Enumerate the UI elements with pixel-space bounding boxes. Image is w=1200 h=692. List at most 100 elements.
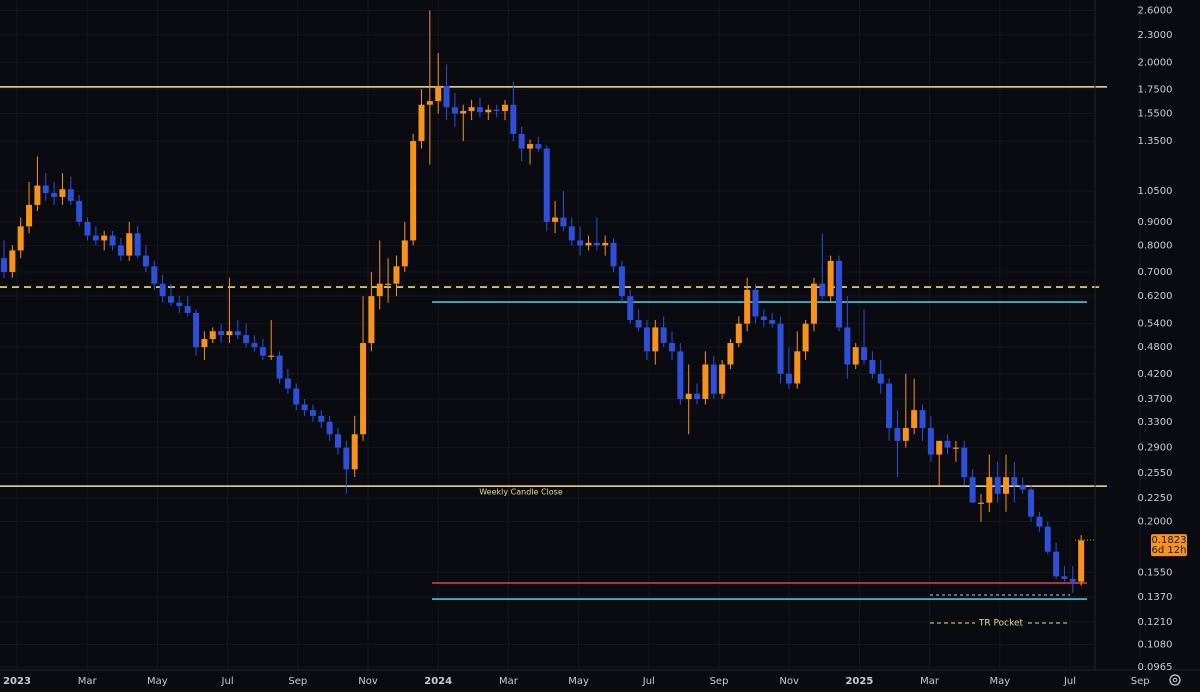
- candle-body: [243, 335, 250, 344]
- candle-body: [59, 189, 66, 197]
- candle-body: [660, 327, 667, 344]
- candle-body: [368, 296, 375, 344]
- candle-body: [610, 242, 617, 267]
- candle-body: [268, 355, 275, 357]
- candle-body: [760, 316, 767, 321]
- candle-body: [443, 85, 450, 108]
- candle-body: [42, 185, 49, 194]
- axes: 2.6000 2.3000 2.0000 1.7500 1.5500 1.3500 1.05…: [3, 5, 1187, 687]
- candle-body: [26, 204, 33, 227]
- y-tick-label: 0.1210: [1138, 617, 1173, 628]
- y-tick-label: 0.2000: [1138, 517, 1173, 528]
- candle-body: [410, 141, 417, 241]
- x-tick-label: May: [989, 676, 1010, 687]
- candle-body: [418, 104, 425, 142]
- x-tick-label: 2023: [3, 676, 31, 687]
- candle-body: [101, 235, 108, 241]
- y-tick-label: 2.3000: [1138, 30, 1173, 41]
- candle-body: [877, 373, 884, 384]
- candle-body: [218, 331, 225, 336]
- settings-icon[interactable]: [1169, 674, 1181, 686]
- last-price-label: 0.1823: [1152, 535, 1187, 546]
- candle-body: [702, 364, 709, 400]
- candle-body: [476, 107, 483, 113]
- last-price-tag: [1151, 534, 1187, 557]
- candle-body: [393, 266, 400, 284]
- candle-body: [777, 323, 784, 374]
- candle-body: [936, 440, 943, 455]
- candle-body: [234, 331, 241, 336]
- candle-body: [67, 189, 74, 201]
- y-tick-label: 1.7500: [1138, 84, 1173, 95]
- settings-button[interactable]: [1169, 674, 1181, 686]
- candle-body: [518, 133, 525, 149]
- y-tick-label: 0.1080: [1138, 639, 1173, 650]
- candle-body: [76, 200, 83, 222]
- candle-body: [34, 185, 41, 205]
- candle-body: [426, 101, 433, 105]
- candle-body: [84, 221, 91, 236]
- candle-body: [284, 378, 291, 389]
- candle-body: [927, 427, 934, 455]
- candle-body: [9, 250, 16, 272]
- x-tick-label: Nov: [779, 676, 799, 687]
- x-tick-label: Mar: [78, 676, 98, 687]
- candle-body: [719, 364, 726, 394]
- candle-body: [794, 351, 801, 384]
- candles: [1, 10, 1085, 593]
- candle-body: [919, 410, 926, 428]
- candle-body: [593, 242, 600, 246]
- candle-body: [510, 104, 517, 134]
- candle-body: [51, 193, 58, 197]
- candle-body: [17, 226, 24, 251]
- candle-body: [577, 240, 584, 246]
- candle-body: [485, 109, 492, 113]
- candle-body: [785, 373, 792, 384]
- candle-body: [568, 226, 575, 241]
- candle-body: [902, 427, 909, 441]
- x-tick-label: Sep: [288, 676, 307, 687]
- candle-body: [727, 343, 734, 365]
- candle-body: [669, 343, 675, 352]
- y-tick-label: 0.2550: [1138, 468, 1173, 479]
- candle-body: [251, 343, 258, 348]
- candle-body: [502, 104, 508, 111]
- candle-body: [451, 107, 458, 114]
- candle-body: [468, 107, 475, 111]
- candle-body: [894, 427, 901, 441]
- candle-body: [1019, 485, 1026, 490]
- candle-body: [677, 351, 684, 400]
- candle-body: [226, 331, 233, 336]
- levels: [0, 86, 1107, 600]
- candle-body: [652, 327, 659, 352]
- candle-body: [201, 339, 208, 348]
- x-tick-label: Mar: [499, 676, 519, 687]
- candle-body: [986, 477, 993, 503]
- candle-body: [151, 266, 158, 284]
- candle-body: [969, 477, 976, 503]
- y-tick-label: 0.4200: [1138, 369, 1173, 380]
- candle-body: [1036, 516, 1043, 527]
- candle-body: [585, 242, 592, 246]
- candle-body: [385, 283, 392, 285]
- x-tick-label: May: [568, 676, 589, 687]
- x-tick-label: Sep: [1131, 676, 1150, 687]
- candle-body: [1044, 526, 1051, 552]
- candle-body: [435, 85, 442, 102]
- candle-body: [1053, 551, 1060, 577]
- candle-body: [376, 283, 383, 297]
- candle-body: [852, 347, 859, 365]
- x-tick-label: Sep: [710, 676, 729, 687]
- candle-body: [618, 266, 625, 297]
- candle-body: [117, 245, 124, 256]
- y-tick-label: 0.6200: [1138, 291, 1173, 302]
- x-tick-label: May: [147, 676, 168, 687]
- candle-body: [886, 383, 893, 428]
- candle-body: [710, 364, 717, 394]
- candle-body: [335, 434, 341, 448]
- settings-icon-core: [1172, 677, 1178, 683]
- candle-body: [126, 233, 133, 256]
- candle-body: [360, 343, 367, 435]
